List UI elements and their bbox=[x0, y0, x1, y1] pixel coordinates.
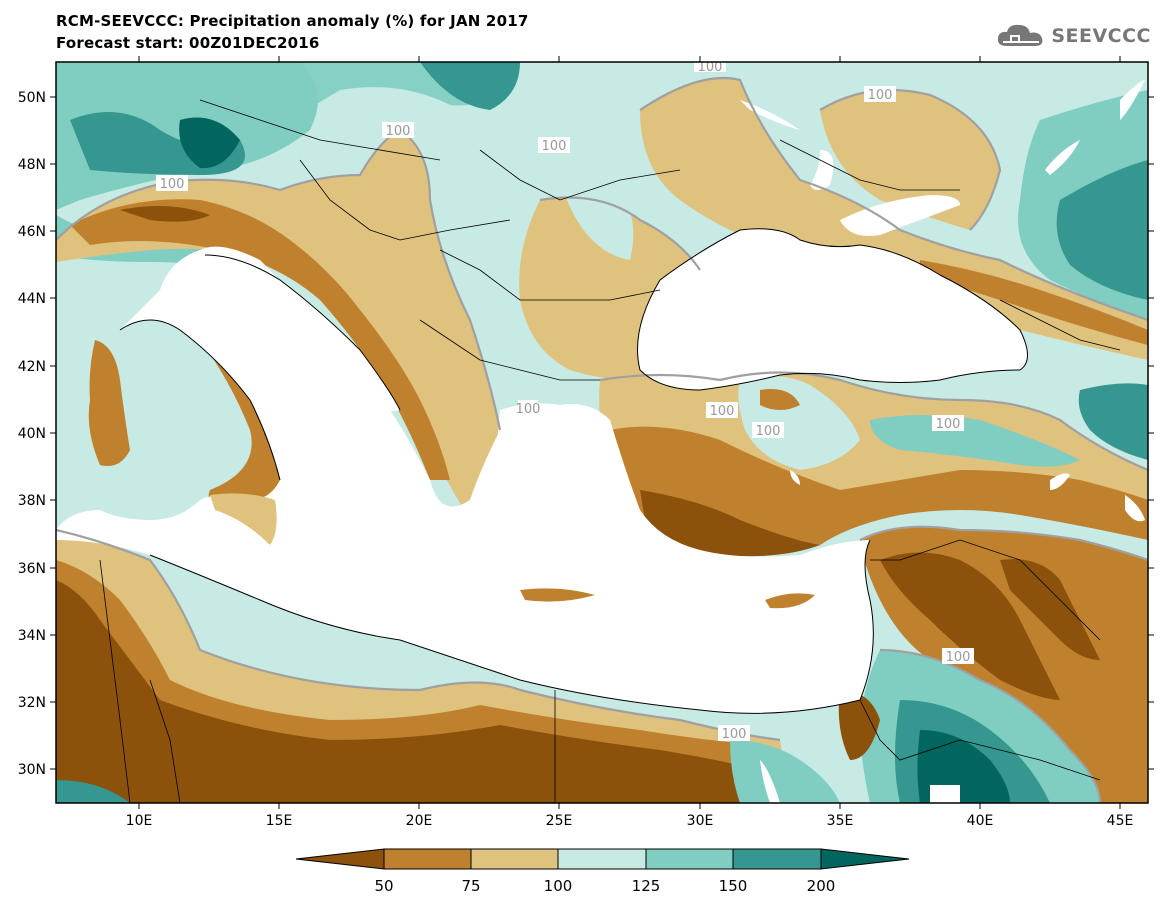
lat-label: 46N bbox=[18, 224, 46, 240]
logo-text: SEEVCCC bbox=[1051, 25, 1151, 47]
colorbar-labels: 50 75 100 125 150 200 bbox=[374, 877, 835, 895]
contour-label-9: 100 bbox=[942, 648, 974, 665]
contour-label-6: 100 bbox=[706, 402, 738, 419]
colorbar-label: 125 bbox=[632, 877, 661, 895]
colorbar-label: 100 bbox=[544, 877, 573, 895]
lat-label: 30N bbox=[18, 762, 46, 778]
svg-text:100: 100 bbox=[698, 60, 723, 75]
contour-label-7: 100 bbox=[752, 422, 784, 439]
colorbar-seg-150-200 bbox=[732, 848, 822, 870]
lat-label: 50N bbox=[18, 90, 46, 106]
contour-label-4: 100 bbox=[864, 86, 896, 103]
contour-label-10: 100 bbox=[718, 725, 750, 742]
lat-label: 42N bbox=[18, 359, 46, 375]
contour-label-8: 100 bbox=[932, 415, 964, 432]
lon-label: 10E bbox=[126, 813, 153, 829]
map-title: RCM-SEEVCCC: Precipitation anomaly (%) f… bbox=[56, 12, 529, 30]
svg-text:100: 100 bbox=[516, 402, 541, 417]
lat-label: 40N bbox=[18, 426, 46, 442]
colorbar-seg-75-100 bbox=[470, 848, 559, 870]
lon-labels: 10E 15E 20E 25E 30E 35E 40E 45E bbox=[126, 813, 1134, 829]
lat-label: 32N bbox=[18, 695, 46, 711]
contour-labels: 100 100 100 100 100 100 100 100 100 100 … bbox=[156, 60, 974, 742]
svg-text:100: 100 bbox=[936, 417, 961, 432]
colorbar bbox=[295, 848, 910, 870]
coastlines bbox=[119, 228, 1028, 714]
forecast-start-label: Forecast start: 00Z01DEC2016 bbox=[56, 34, 320, 52]
svg-text:100: 100 bbox=[710, 404, 735, 419]
lon-label: 25E bbox=[546, 813, 573, 829]
lat-label: 38N bbox=[18, 493, 46, 509]
country-borders bbox=[99, 99, 1121, 803]
lat-label: 34N bbox=[18, 628, 46, 644]
lat-axis bbox=[50, 96, 1154, 770]
colorbar-label: 150 bbox=[719, 877, 748, 895]
lon-label: 45E bbox=[1107, 813, 1134, 829]
lon-label: 35E bbox=[827, 813, 854, 829]
contour-label-1: 100 bbox=[382, 122, 414, 139]
contour-label-5: 100 bbox=[694, 60, 726, 75]
svg-text:100: 100 bbox=[946, 650, 971, 665]
lat-label: 44N bbox=[18, 291, 46, 307]
lon-axis bbox=[138, 56, 1121, 809]
svg-text:100: 100 bbox=[722, 727, 747, 742]
contour-label-11: 100 bbox=[516, 400, 541, 417]
colorbar-seg-50-75 bbox=[383, 848, 472, 870]
lon-label: 20E bbox=[406, 813, 433, 829]
anomaly-field: 100 100 100 100 100 100 100 100 100 100 … bbox=[56, 60, 1148, 803]
colorbar-label: 50 bbox=[374, 877, 393, 895]
colorbar-label: 200 bbox=[807, 877, 836, 895]
lon-label: 40E bbox=[967, 813, 994, 829]
svg-text:100: 100 bbox=[868, 88, 893, 103]
svg-text:100: 100 bbox=[756, 424, 781, 439]
colorbar-seg-100-125 bbox=[557, 848, 647, 870]
seevccc-logo: SEEVCCC bbox=[995, 22, 1151, 50]
colorbar-seg-gt200 bbox=[820, 848, 910, 870]
contour-label-3: 100 bbox=[156, 175, 188, 192]
lat-label: 36N bbox=[18, 561, 46, 577]
svg-text:100: 100 bbox=[386, 124, 411, 139]
colorbar-label: 75 bbox=[461, 877, 480, 895]
cloud-icon bbox=[998, 24, 1043, 46]
svg-text:100: 100 bbox=[160, 177, 185, 192]
lat-labels: 50N 48N 46N 44N 42N 40N 38N 36N 34N 32N … bbox=[18, 90, 46, 778]
colorbar-seg-lt50 bbox=[295, 848, 385, 870]
mediterranean-sea bbox=[56, 246, 874, 714]
colorbar-seg-125-150 bbox=[645, 848, 734, 870]
contour-100 bbox=[56, 76, 1148, 803]
contour-label-2: 100 bbox=[538, 137, 570, 154]
lon-label: 15E bbox=[266, 813, 293, 829]
svg-text:100: 100 bbox=[542, 139, 567, 154]
lat-label: 48N bbox=[18, 157, 46, 173]
lon-label: 30E bbox=[687, 813, 714, 829]
